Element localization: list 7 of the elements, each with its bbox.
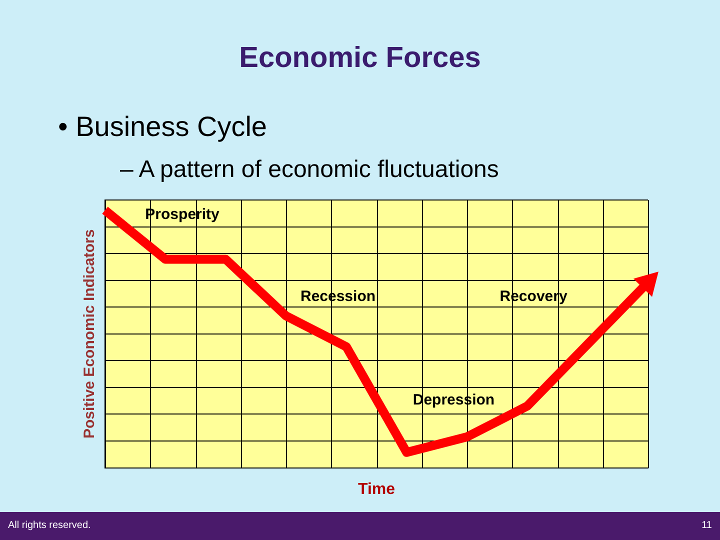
text: 11 xyxy=(702,519,712,533)
y-axis-title: Positive Economic Indicators xyxy=(81,229,98,439)
text: – A pattern of economic fluctuations xyxy=(120,155,499,185)
chart-subtitle: • Business Cycle xyxy=(58,110,267,144)
x-axis-title: Time xyxy=(358,480,396,498)
chart-title: Economic Forces xyxy=(238,41,482,76)
text: All rights reserved. xyxy=(8,519,91,533)
